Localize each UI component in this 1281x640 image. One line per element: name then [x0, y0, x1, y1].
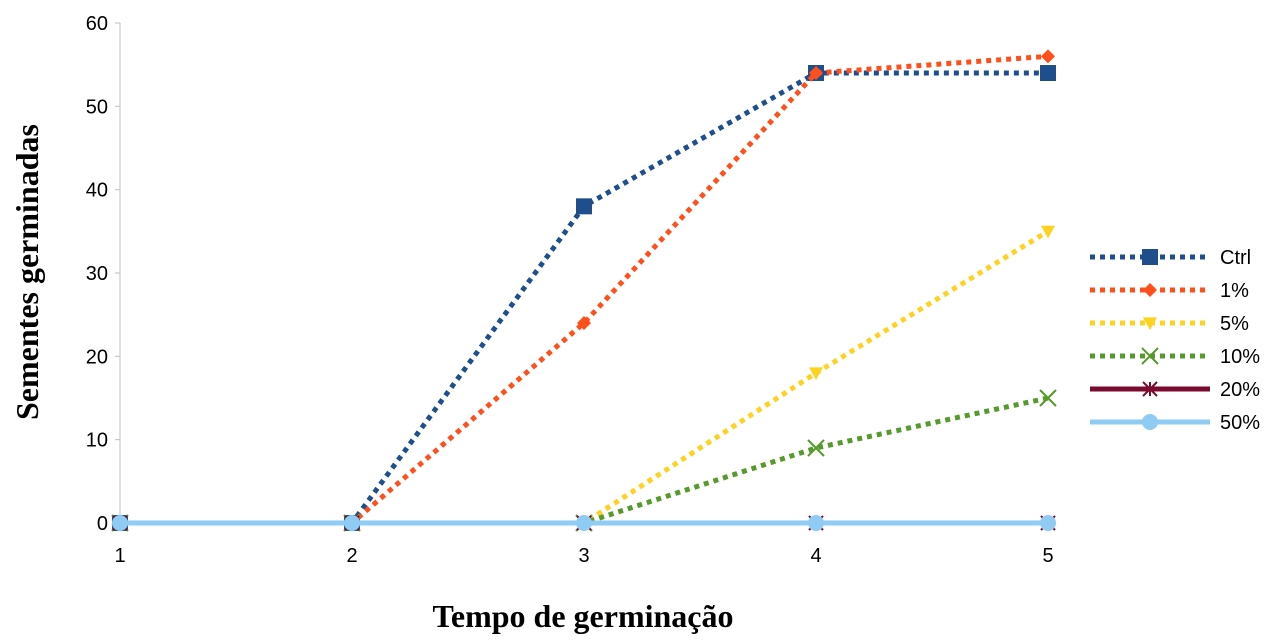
- marker-circle: [1142, 414, 1158, 430]
- data-point-50pct: [1040, 515, 1056, 531]
- legend-item-20pct: 20%: [1090, 379, 1260, 401]
- x-tick-label: 1: [114, 545, 125, 567]
- marker-triangle: [1143, 317, 1157, 330]
- x-tick-label: 5: [1042, 545, 1053, 567]
- series-line-ctrl: [120, 70, 1048, 526]
- y-tick-label: 20: [86, 346, 108, 368]
- y-tick-label: 30: [86, 263, 108, 285]
- legend-item-1pct: 1%: [1090, 280, 1249, 302]
- data-point-10pct: [807, 439, 825, 457]
- y-tick-label: 60: [86, 13, 108, 35]
- data-point-5pct: [1041, 225, 1055, 239]
- legend-label: 10%: [1220, 346, 1260, 368]
- axes: 0 10 20 30 40 50 60 1 2 3 4 5: [86, 13, 1054, 567]
- marker-diamond: [1143, 283, 1157, 297]
- data-point-50pct: [808, 515, 824, 531]
- series-layer: [111, 49, 1057, 532]
- data-point-50pct: [344, 515, 360, 531]
- series-1pct: [113, 49, 1055, 530]
- series-line-5pct: [120, 229, 1050, 526]
- legend-item-10pct: 10%: [1090, 346, 1260, 368]
- y-tick-label: 10: [86, 430, 108, 452]
- y-axis-title: Sementes germinadas: [9, 124, 45, 420]
- series-ctrl: [112, 65, 1056, 531]
- marker-star: [1142, 381, 1158, 397]
- legend-item-ctrl: Ctrl: [1090, 247, 1251, 269]
- series-5pct: [113, 225, 1055, 530]
- data-point-10pct: [1039, 389, 1057, 407]
- legend-label: 1%: [1220, 280, 1249, 302]
- data-point-1pct: [577, 316, 591, 330]
- x-tick-label: 3: [578, 545, 589, 567]
- legend-label: 5%: [1220, 313, 1249, 335]
- marker-x: [1141, 347, 1159, 365]
- y-tick-label: 0: [97, 513, 108, 535]
- legend-item-5pct: 5%: [1090, 313, 1249, 335]
- x-tick-label: 2: [346, 545, 357, 567]
- data-point-ctrl: [1040, 65, 1056, 81]
- legend-label: Ctrl: [1220, 247, 1251, 269]
- y-tick-label: 50: [86, 96, 108, 118]
- y-tick-label: 40: [86, 180, 108, 202]
- legend: Ctrl 1% 5% 10% 20% 50%: [1090, 247, 1260, 434]
- data-point-1pct: [809, 66, 823, 80]
- data-point-50pct: [112, 515, 128, 531]
- series-line-1pct: [120, 53, 1049, 526]
- x-axis-title: Tempo de germinação: [432, 598, 733, 634]
- data-point-50pct: [576, 515, 592, 531]
- data-point-ctrl: [576, 198, 592, 215]
- x-tick-label: 4: [810, 545, 821, 567]
- data-point-5pct: [809, 367, 823, 380]
- series-50pct: [112, 515, 1056, 531]
- series-line-10pct: [120, 395, 1049, 526]
- data-point-1pct: [1041, 49, 1055, 64]
- series-10pct: [111, 389, 1057, 532]
- legend-label: 50%: [1220, 412, 1260, 434]
- marker-square: [1142, 249, 1158, 265]
- legend-item-50pct: 50%: [1090, 412, 1260, 434]
- legend-label: 20%: [1220, 379, 1260, 401]
